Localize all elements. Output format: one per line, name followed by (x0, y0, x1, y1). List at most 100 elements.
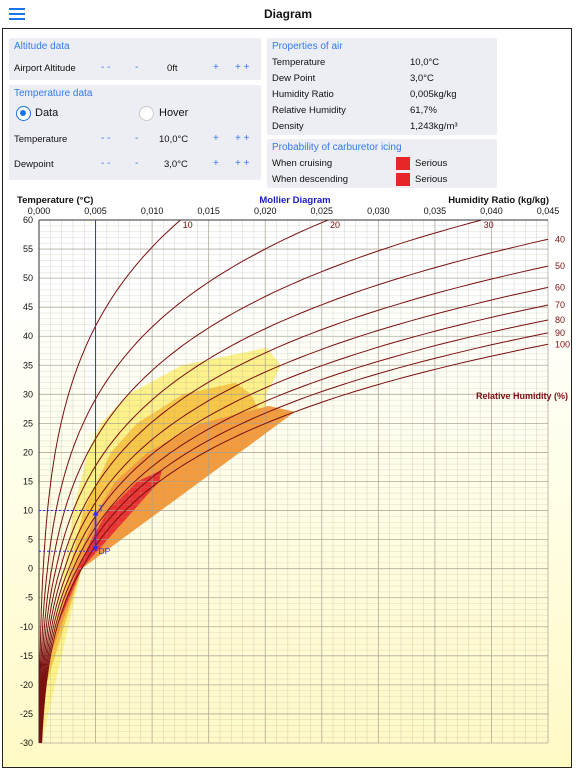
y-tick-label: 25 (23, 418, 33, 428)
icing-descending-swatch (396, 173, 410, 186)
temperature-increase-large-button[interactable]: + + (235, 133, 250, 144)
y-tick-label: 10 (23, 506, 33, 516)
property-value: 0,005kg/kg (410, 89, 457, 100)
hover-mode-label[interactable]: Hover (159, 107, 189, 119)
y-tick-label: 15 (23, 477, 33, 487)
property-value: 3,0°C (410, 73, 434, 84)
x-tick-label: 0,010 (141, 206, 164, 216)
temperature-value: 10,0°C (159, 134, 189, 145)
rh-curve-label: 40 (555, 234, 565, 244)
y-tick-label: 45 (23, 302, 33, 312)
rh-curve-20 (39, 220, 329, 743)
y-tick-label: 50 (23, 273, 33, 283)
altitude-decrease-button[interactable]: - (135, 62, 139, 73)
y-tick-label: 20 (23, 447, 33, 457)
temperature-decrease-button[interactable]: - (135, 133, 139, 144)
rh-curve-100 (41, 343, 548, 743)
y-axis-title: Temperature (°C) (17, 195, 93, 206)
rh-curve-label: 20 (330, 220, 340, 230)
rh-curve-label: 60 (555, 282, 565, 292)
dewpoint-marker (92, 546, 99, 552)
y-tick-label: 40 (23, 331, 33, 341)
rh-curve-label: 30 (484, 220, 494, 230)
page-title: Diagram (263, 7, 313, 21)
altitude-value: 0ft (167, 63, 178, 74)
rh-curve-label: 70 (555, 300, 565, 310)
property-label: Dew Point (272, 73, 316, 84)
altitude-header: Altitude data (14, 41, 70, 52)
icing-descending-label: When descending (272, 174, 349, 185)
altitude-increase-button[interactable]: + (213, 62, 219, 73)
x-tick-label: 0,025 (311, 206, 334, 216)
property-label: Density (272, 121, 304, 132)
y-tick-label: 55 (23, 244, 33, 254)
dewpoint-value: 3,0°C (164, 159, 188, 170)
x-tick-label: 0,045 (537, 206, 560, 216)
y-tick-label: 0 (28, 564, 33, 574)
rh-curve-30 (39, 220, 482, 743)
temperature-marker-label: T (99, 504, 104, 514)
icing-zone-serious (57, 469, 162, 627)
dewpoint-label: Dewpoint (14, 159, 54, 170)
dewpoint-decrease-button[interactable]: - (135, 158, 139, 169)
altitude-panel: Altitude data Airport Altitude - - - 0ft… (9, 38, 261, 80)
rh-curve-50 (39, 265, 548, 743)
y-tick-label: -15 (20, 651, 33, 661)
rh-curve-80 (40, 319, 548, 743)
icing-descending-value: Serious (415, 174, 448, 185)
data-mode-radio[interactable] (16, 106, 31, 121)
icing-cruising-value: Serious (415, 158, 448, 169)
x-tick-label: 0,040 (480, 206, 503, 216)
x-tick-label: 0,005 (84, 206, 107, 216)
dewpoint-increase-button[interactable]: + (213, 158, 219, 169)
altitude-increase-large-button[interactable]: + + (235, 62, 250, 73)
rh-curve-60 (40, 286, 548, 743)
property-value: 1,243kg/m³ (410, 121, 458, 132)
property-value: 61,7% (410, 105, 437, 116)
rh-curve-label: 80 (555, 315, 565, 325)
series-label: Relative Humidity (%) (476, 391, 568, 401)
temperature-panel: Temperature data Data Hover Temperature … (9, 85, 261, 180)
property-label: Temperature (272, 57, 326, 68)
altitude-decrease-large-button[interactable]: - - (101, 62, 111, 73)
y-tick-label: -30 (20, 738, 33, 748)
property-label: Relative Humidity (272, 105, 346, 116)
icing-header: Probability of carburetor icing (272, 142, 402, 153)
icing-cruising-label: When cruising (272, 158, 333, 169)
rh-curve-label: 100 (555, 339, 570, 349)
rh-curve-70 (40, 304, 548, 743)
chart-title: Mollier Diagram (259, 195, 330, 206)
temperature-decrease-large-button[interactable]: - - (101, 133, 111, 144)
temperature-marker (92, 510, 99, 516)
hover-mode-radio[interactable] (139, 106, 154, 121)
rh-curve-label: 90 (555, 328, 565, 338)
y-tick-label: -25 (20, 709, 33, 719)
x-tick-label: 0,030 (367, 206, 390, 216)
temperature-header: Temperature data (14, 88, 93, 99)
dewpoint-decrease-large-button[interactable]: - - (101, 158, 111, 169)
icing-cruising-swatch (396, 157, 410, 170)
menu-icon[interactable] (9, 8, 25, 20)
rh-curve-10 (39, 220, 181, 743)
rh-curve-label: 50 (555, 261, 565, 271)
rh-curve-90 (40, 332, 548, 743)
icing-panel: Probability of carburetor icing When cru… (267, 139, 497, 188)
properties-panel: Properties of air Temperature 10,0°C Dew… (267, 38, 497, 135)
x-tick-label: 0,015 (197, 206, 220, 216)
x-tick-label: 0,035 (424, 206, 447, 216)
navigation-bar: Diagram (0, 0, 576, 28)
y-tick-label: 5 (28, 535, 33, 545)
data-mode-label[interactable]: Data (35, 107, 59, 119)
dewpoint-increase-large-button[interactable]: + + (235, 158, 250, 169)
x-axis-title: Humidity Ratio (kg/kg) (448, 195, 549, 206)
y-tick-label: -10 (20, 622, 33, 632)
altitude-label: Airport Altitude (14, 63, 76, 74)
dewpoint-marker-label: DP (99, 546, 111, 556)
temperature-increase-button[interactable]: + (213, 133, 219, 144)
property-value: 10,0°C (410, 57, 440, 68)
content-area: Altitude data Airport Altitude - - - 0ft… (2, 28, 572, 768)
property-label: Humidity Ratio (272, 89, 334, 100)
rh-curve-40 (39, 238, 548, 743)
y-tick-label: -5 (25, 593, 33, 603)
